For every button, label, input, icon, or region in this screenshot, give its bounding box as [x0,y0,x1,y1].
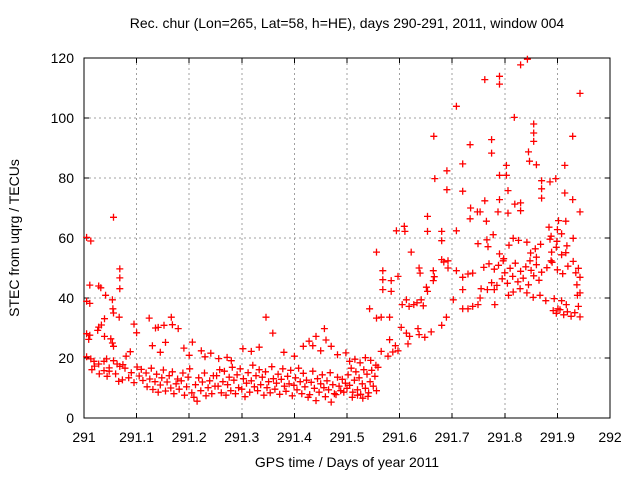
x-tick-label: 292 [598,429,622,445]
scatter-markers [83,55,584,406]
x-tick-label: 291.4 [277,429,312,445]
x-tick-label: 291.2 [172,429,207,445]
y-tick-labels: 0 20 40 60 80 100 120 [51,50,75,426]
x-tick-label: 291.1 [119,429,154,445]
y-tick-label: 60 [58,230,74,246]
x-tick-label: 291.5 [329,429,364,445]
y-tick-label: 100 [51,110,75,126]
grid-lines [84,58,610,418]
x-tick-label: 291.9 [540,429,575,445]
x-tick-label: 291.8 [487,429,522,445]
chart-title: Rec. chur (Lon=265, Lat=58, h=HE), days … [130,15,565,31]
y-tick-label: 80 [58,170,74,186]
x-tick-label: 291.3 [224,429,259,445]
y-tick-label: 20 [58,350,74,366]
x-tick-label: 291 [72,429,96,445]
y-tick-label: 0 [66,410,74,426]
y-tick-label: 40 [58,290,74,306]
x-tick-label: 291.6 [382,429,417,445]
data-points [83,55,584,406]
y-tick-label: 120 [51,50,75,66]
x-tick-labels: 291 291.1 291.2 291.3 291.4 291.5 291.6 291.7 29… [72,429,622,445]
y-axis-label: STEC from uqrg / TECUs [6,159,22,317]
x-tick-label: 291.7 [435,429,470,445]
x-axis-label: GPS time / Days of year 2011 [255,454,439,470]
